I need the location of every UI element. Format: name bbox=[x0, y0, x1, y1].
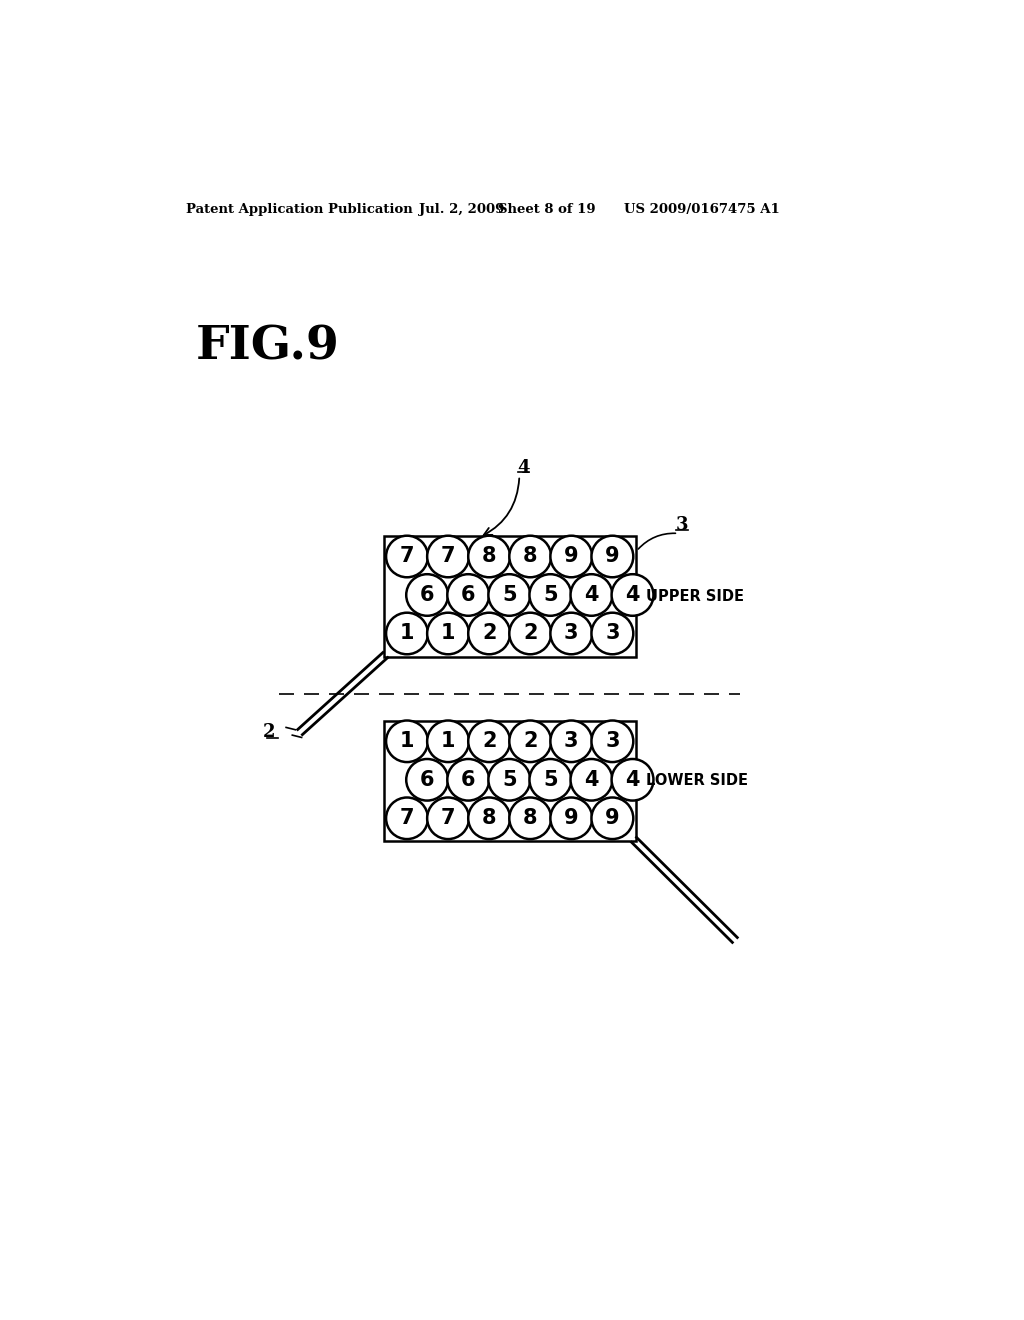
Circle shape bbox=[550, 797, 592, 840]
Text: FIG.9: FIG.9 bbox=[197, 323, 340, 370]
Text: 7: 7 bbox=[440, 808, 456, 828]
Circle shape bbox=[386, 797, 428, 840]
Circle shape bbox=[611, 574, 653, 615]
Circle shape bbox=[529, 574, 571, 615]
Text: 7: 7 bbox=[399, 546, 415, 566]
Text: 2: 2 bbox=[482, 731, 497, 751]
Text: US 2009/0167475 A1: US 2009/0167475 A1 bbox=[624, 203, 779, 216]
Circle shape bbox=[611, 759, 653, 800]
Circle shape bbox=[570, 574, 612, 615]
Text: Sheet 8 of 19: Sheet 8 of 19 bbox=[499, 203, 596, 216]
Bar bbox=[384, 721, 636, 841]
Circle shape bbox=[427, 536, 469, 577]
Text: 2: 2 bbox=[482, 623, 497, 643]
Circle shape bbox=[407, 759, 449, 800]
Text: 6: 6 bbox=[420, 770, 434, 789]
Text: Jul. 2, 2009: Jul. 2, 2009 bbox=[419, 203, 504, 216]
Text: 1: 1 bbox=[440, 731, 456, 751]
Circle shape bbox=[427, 721, 469, 762]
Circle shape bbox=[570, 759, 612, 800]
Circle shape bbox=[550, 721, 592, 762]
Text: 5: 5 bbox=[543, 585, 558, 605]
Text: 1: 1 bbox=[440, 623, 456, 643]
Circle shape bbox=[529, 759, 571, 800]
Text: 4: 4 bbox=[585, 770, 599, 789]
Circle shape bbox=[468, 797, 510, 840]
Bar bbox=[384, 536, 636, 656]
Circle shape bbox=[550, 612, 592, 655]
Text: 8: 8 bbox=[482, 808, 497, 828]
Circle shape bbox=[447, 759, 489, 800]
Text: 3: 3 bbox=[605, 731, 620, 751]
Circle shape bbox=[509, 536, 551, 577]
Text: Patent Application Publication: Patent Application Publication bbox=[186, 203, 413, 216]
Circle shape bbox=[427, 797, 469, 840]
Text: 7: 7 bbox=[440, 546, 456, 566]
Circle shape bbox=[509, 612, 551, 655]
Text: 7: 7 bbox=[399, 808, 415, 828]
Text: 5: 5 bbox=[502, 585, 517, 605]
Circle shape bbox=[488, 759, 530, 800]
Text: 6: 6 bbox=[461, 770, 475, 789]
Circle shape bbox=[509, 797, 551, 840]
Circle shape bbox=[407, 574, 449, 615]
Circle shape bbox=[592, 797, 633, 840]
Text: 6: 6 bbox=[420, 585, 434, 605]
Text: 8: 8 bbox=[482, 546, 497, 566]
Text: 3: 3 bbox=[605, 623, 620, 643]
Text: 3: 3 bbox=[676, 516, 688, 535]
Circle shape bbox=[447, 574, 489, 615]
Circle shape bbox=[550, 536, 592, 577]
Text: 5: 5 bbox=[543, 770, 558, 789]
Text: 8: 8 bbox=[523, 808, 538, 828]
Circle shape bbox=[386, 612, 428, 655]
Circle shape bbox=[592, 612, 633, 655]
Text: 9: 9 bbox=[564, 808, 579, 828]
Circle shape bbox=[386, 721, 428, 762]
Text: 1: 1 bbox=[399, 623, 415, 643]
Circle shape bbox=[592, 721, 633, 762]
Circle shape bbox=[468, 536, 510, 577]
Text: 6: 6 bbox=[461, 585, 475, 605]
Circle shape bbox=[386, 536, 428, 577]
Text: 4: 4 bbox=[626, 585, 640, 605]
Circle shape bbox=[427, 612, 469, 655]
Text: 9: 9 bbox=[605, 808, 620, 828]
Text: UPPER SIDE: UPPER SIDE bbox=[646, 589, 744, 603]
Text: 1: 1 bbox=[399, 731, 415, 751]
Text: LOWER SIDE: LOWER SIDE bbox=[646, 774, 749, 788]
Text: 9: 9 bbox=[564, 546, 579, 566]
Text: 4: 4 bbox=[585, 585, 599, 605]
Circle shape bbox=[592, 536, 633, 577]
Text: 2: 2 bbox=[263, 723, 275, 741]
Text: 8: 8 bbox=[523, 546, 538, 566]
Circle shape bbox=[488, 574, 530, 615]
Circle shape bbox=[468, 612, 510, 655]
Circle shape bbox=[468, 721, 510, 762]
Text: 5: 5 bbox=[502, 770, 517, 789]
Text: 9: 9 bbox=[605, 546, 620, 566]
Circle shape bbox=[509, 721, 551, 762]
Text: 3: 3 bbox=[564, 731, 579, 751]
Text: 4: 4 bbox=[517, 459, 529, 477]
Text: 2: 2 bbox=[523, 731, 538, 751]
Text: 3: 3 bbox=[564, 623, 579, 643]
Text: 2: 2 bbox=[523, 623, 538, 643]
Text: 4: 4 bbox=[626, 770, 640, 789]
